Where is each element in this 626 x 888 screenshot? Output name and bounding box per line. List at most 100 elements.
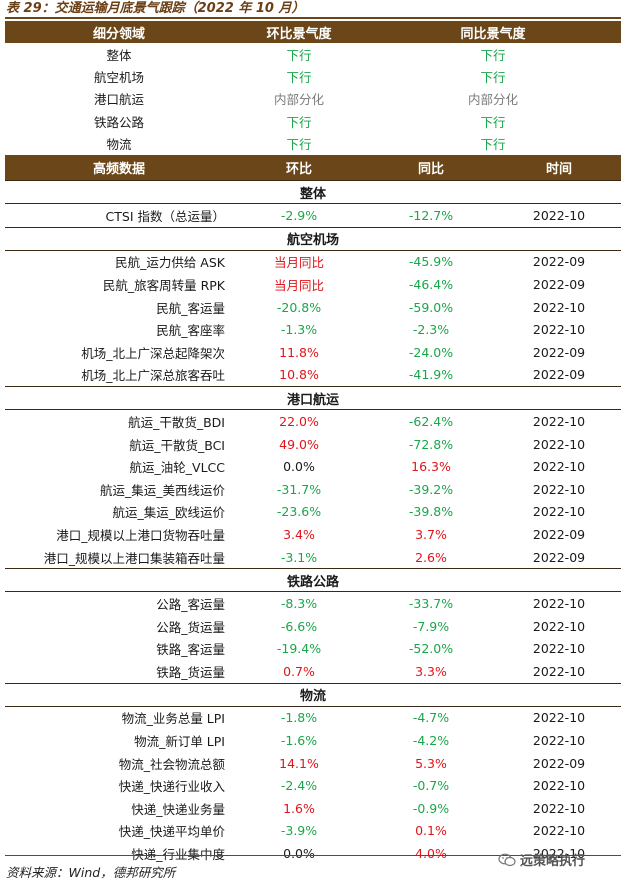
mom-value: -1.6% xyxy=(280,733,318,749)
date-value: 2022-09 xyxy=(532,344,586,360)
table-row: 机场_北上广深总起降架次 11.8% -24.0% 2022-09 xyxy=(5,341,621,364)
indicator-name: 航运_油轮_VLCC xyxy=(129,460,225,476)
header-mom-sentiment: 环比景气度 xyxy=(233,21,365,43)
table-row: 民航_旅客周转量 RPK 当月同比 -46.4% 2022-09 xyxy=(5,273,621,296)
watermark-text: 远策略执行 xyxy=(520,854,586,869)
yoy-value: -2.3% xyxy=(412,322,450,338)
table-row: 物流_社会物流总额 14.1% 5.3% 2022-09 xyxy=(5,752,621,775)
indicator-name: 铁路_客运量 xyxy=(156,642,225,658)
indicator-name: 物流_新订单 LPI xyxy=(134,734,225,750)
table-title: 表 29：交通运输月底景气跟踪（2022 年 10 月） xyxy=(6,1,305,16)
table-row: 机场_北上广深总旅客吞吐 10.8% -41.9% 2022-09 xyxy=(5,364,621,387)
wechat-icon xyxy=(498,853,516,866)
bottom-rule xyxy=(5,855,621,856)
mom-value: -8.3% xyxy=(280,596,318,612)
mom-value: 当月同比 xyxy=(273,277,324,293)
header-mom: 环比 xyxy=(233,155,365,181)
yoy-value: -12.7% xyxy=(408,207,454,223)
mom-value: 49.0% xyxy=(279,436,319,452)
header-yoy-sentiment: 同比景气度 xyxy=(365,21,622,43)
indicator-name: CTSI 指数（总运量） xyxy=(105,208,225,224)
sector-name: 物流 xyxy=(106,137,132,153)
title-rule xyxy=(5,17,621,19)
mom-sentiment: 下行 xyxy=(286,47,312,63)
sector-name: 港口航运 xyxy=(93,92,144,108)
yoy-value: -7.9% xyxy=(412,618,450,634)
yoy-value: -0.7% xyxy=(412,778,450,794)
indicator-name: 机场_北上广深总旅客吞吐 xyxy=(81,368,225,384)
table-row: 快递_快递业务量 1.6% -0.9% 2022-10 xyxy=(5,797,621,820)
yoy-value: 5.3% xyxy=(415,755,447,771)
yoy-value: -24.0% xyxy=(408,344,454,360)
date-value: 2022-10 xyxy=(532,778,586,794)
mom-value: 0.0% xyxy=(283,846,315,862)
section-title: 航空机场 xyxy=(5,226,621,251)
yoy-value: -0.9% xyxy=(412,800,450,816)
date-value: 2022-09 xyxy=(532,367,586,383)
mom-value: 11.8% xyxy=(279,344,319,360)
indicator-name: 民航_运力供给 ASK xyxy=(115,255,225,271)
table-row: 快递_快递行业收入 -2.4% -0.7% 2022-10 xyxy=(5,774,621,797)
yoy-value: 3.7% xyxy=(415,526,447,542)
sentiment-row: 港口航运 内部分化 内部分化 xyxy=(5,88,621,110)
yoy-value: -59.0% xyxy=(408,299,454,315)
date-value: 2022-10 xyxy=(532,459,586,475)
section-row: 港口航运 xyxy=(5,386,621,411)
yoy-value: -41.9% xyxy=(408,367,454,383)
section-title: 铁路公路 xyxy=(5,568,621,593)
yoy-value: -33.7% xyxy=(408,596,454,612)
mom-value: -20.8% xyxy=(276,299,322,315)
indicator-name: 快递_行业集中度 xyxy=(131,847,225,863)
date-value: 2022-09 xyxy=(532,254,586,270)
date-value: 2022-10 xyxy=(532,663,586,679)
section-title: 港口航运 xyxy=(5,386,621,411)
table-row: 航运_集运_美西线运价 -31.7% -39.2% 2022-10 xyxy=(5,478,621,501)
mom-value: 22.0% xyxy=(279,413,319,429)
indicator-name: 航运_干散货_BDI xyxy=(128,414,225,430)
mom-sentiment: 下行 xyxy=(286,70,312,86)
date-value: 2022-10 xyxy=(532,800,586,816)
sentiment-header-row: 细分领域 环比景气度 同比景气度 xyxy=(5,21,622,43)
indicator-name: 港口_规模以上港口集装箱吞吐量 xyxy=(43,550,225,566)
date-value: 2022-09 xyxy=(532,276,586,292)
date-value: 2022-10 xyxy=(532,596,586,612)
table-row: 快递_快递平均单价 -3.9% 0.1% 2022-10 xyxy=(5,820,621,843)
date-value: 2022-10 xyxy=(532,823,586,839)
mom-value: 1.6% xyxy=(283,800,315,816)
date-value: 2022-10 xyxy=(532,641,586,657)
header-sector: 细分领域 xyxy=(5,21,233,43)
table-row: 民航_客运量 -20.8% -59.0% 2022-10 xyxy=(5,296,621,319)
indicator-name: 快递_快递行业收入 xyxy=(118,779,225,795)
date-value: 2022-10 xyxy=(532,322,586,338)
yoy-value: -62.4% xyxy=(408,413,454,429)
indicator-name: 铁路_货运量 xyxy=(156,664,225,680)
table-row: 铁路_客运量 -19.4% -52.0% 2022-10 xyxy=(5,638,621,661)
mom-value: 当月同比 xyxy=(273,255,324,271)
date-value: 2022-10 xyxy=(532,413,586,429)
indicator-name: 快递_快递平均单价 xyxy=(118,824,225,840)
indicator-name: 公路_客运量 xyxy=(156,597,225,613)
mom-value: 0.7% xyxy=(283,663,315,679)
indicator-name: 航运_集运_欧线运价 xyxy=(112,505,225,521)
date-value: 2022-09 xyxy=(532,755,586,771)
yoy-value: 3.3% xyxy=(415,663,447,679)
table-row: 航运_油轮_VLCC 0.0% 16.3% 2022-10 xyxy=(5,455,621,478)
sentiment-table: 细分领域 环比景气度 同比景气度 整体 下行 下行 航空机场 下行 下行 港口航运 内部分化 内部分化… xyxy=(5,21,622,155)
section-row: 铁路公路 xyxy=(5,568,621,593)
table-row: 民航_运力供给 ASK 当月同比 -45.9% 2022-09 xyxy=(5,250,621,273)
mom-value: 3.4% xyxy=(283,526,315,542)
yoy-value: 16.3% xyxy=(411,459,451,475)
indicator-name: 物流_社会物流总额 xyxy=(118,756,225,772)
date-value: 2022-09 xyxy=(532,526,586,542)
high-frequency-table: 高频数据 环比 同比 时间 整体 CTSI 指数（总运量） -2.9% -12.7% 2022-… xyxy=(5,155,621,865)
indicator-name: 民航_客座率 xyxy=(156,323,225,339)
mom-value: -1.3% xyxy=(280,322,318,338)
sentiment-row: 整体 下行 下行 xyxy=(5,43,621,65)
indicator-name: 物流_业务总量 LPI xyxy=(121,711,225,727)
indicator-name: 快递_快递业务量 xyxy=(131,801,225,817)
yoy-sentiment: 下行 xyxy=(480,114,506,130)
sector-name: 铁路公路 xyxy=(93,114,144,130)
mom-value: 14.1% xyxy=(279,755,319,771)
sentiment-row: 铁路公路 下行 下行 xyxy=(5,110,621,132)
section-title: 物流 xyxy=(5,682,621,707)
